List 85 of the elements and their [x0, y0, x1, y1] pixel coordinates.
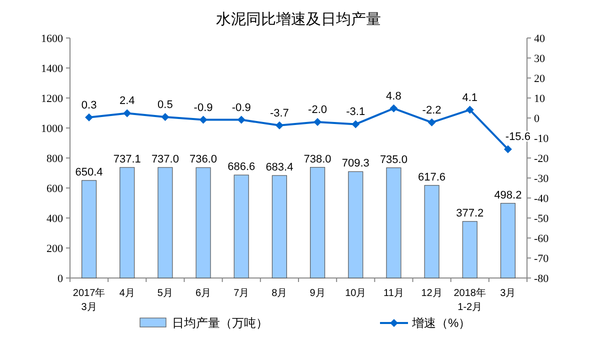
- y2-tick-label: 40: [534, 33, 546, 45]
- x-tick-label: 3月: [500, 288, 516, 299]
- x-tick-label: 2018年 1-2月: [454, 287, 486, 313]
- x-tick-label: 12月: [421, 288, 442, 299]
- point: [428, 118, 436, 126]
- data-label: 736.0: [190, 154, 218, 166]
- y-tick-label: 800: [46, 153, 64, 165]
- data-label: 377.2: [456, 207, 484, 220]
- data-label: 617.6: [418, 171, 446, 184]
- point: [85, 113, 94, 122]
- data-label: 738.0: [304, 153, 332, 166]
- y2-tick-label: 30: [534, 53, 546, 65]
- y-tick-label: 600: [46, 183, 64, 195]
- data-label: -0.9: [194, 102, 213, 114]
- y2-tick-label: -20: [534, 153, 550, 165]
- x-tick-label: 10月: [345, 288, 366, 299]
- data-label: -2.0: [308, 104, 328, 116]
- y2-tick-label: -10: [534, 133, 550, 145]
- y-tick-label: 1000: [41, 123, 64, 135]
- y2-tick-label: -60: [534, 233, 550, 245]
- bar: [462, 221, 478, 278]
- data-label: -3.1: [346, 106, 366, 118]
- bar: [310, 167, 326, 278]
- y-tick-label: 1400: [41, 63, 64, 75]
- data-label: -0.9: [232, 102, 251, 114]
- data-label: 0.3: [81, 99, 97, 112]
- point: [390, 104, 398, 112]
- y2-tick-label: 0: [534, 113, 540, 125]
- legend-label: 增速（%）: [411, 316, 471, 330]
- data-label: 4.8: [386, 90, 402, 102]
- x-tick-label: 9月: [310, 288, 326, 299]
- data-label: -2.2: [422, 104, 442, 116]
- data-label: 686.6: [228, 161, 256, 174]
- point: [123, 109, 132, 118]
- y2-tick-label: 20: [534, 73, 546, 85]
- y-tick-label: 400: [46, 213, 64, 225]
- data-label: 4.1: [462, 92, 478, 104]
- y2-tick-label: -70: [534, 253, 550, 265]
- x-tick-label: 11月: [384, 288, 404, 299]
- bar: [348, 171, 364, 278]
- point: [466, 106, 474, 114]
- y2-tick-label: -50: [534, 213, 550, 225]
- data-label: 737.1: [113, 153, 141, 166]
- data-label: 737.0: [151, 153, 179, 166]
- data-label: 683.4: [266, 161, 294, 174]
- y2-tick-label: -40: [534, 193, 550, 205]
- bar: [158, 167, 173, 278]
- y2-tick-label: -80: [534, 273, 550, 285]
- x-tick-label: 5月: [157, 288, 173, 299]
- legend-label: 日均产量（万吨）: [172, 316, 268, 330]
- bar: [386, 167, 402, 278]
- point: [352, 120, 360, 128]
- data-label: -15.6: [505, 131, 530, 144]
- point: [161, 113, 170, 121]
- bar: [196, 167, 211, 278]
- data-label: 650.4: [75, 166, 103, 178]
- y2-tick-label: 10: [534, 93, 546, 105]
- y-tick-label: 1200: [41, 93, 64, 105]
- point: [237, 116, 246, 124]
- bar: [272, 175, 287, 278]
- point: [199, 116, 208, 124]
- bar: [82, 180, 97, 278]
- point: [314, 118, 322, 126]
- data-label: 498.2: [494, 189, 522, 202]
- y-tick-label: 1600: [41, 33, 64, 45]
- y-tick-label: 0: [58, 273, 64, 285]
- x-tick-label: 4月: [119, 288, 135, 299]
- x-tick-label: 7月: [234, 288, 250, 299]
- bar: [424, 185, 440, 278]
- data-label: -3.7: [270, 107, 289, 120]
- x-tick-label: 2017年 3月: [72, 287, 106, 313]
- bar: [234, 174, 249, 278]
- x-tick-label: 6月: [196, 288, 212, 299]
- chart-title: 水泥同比增速及日均产量: [216, 11, 381, 28]
- y-tick-label: 200: [46, 243, 64, 255]
- point: [504, 145, 512, 154]
- bar: [120, 167, 135, 278]
- y2-tick-label: -30: [534, 173, 550, 185]
- data-label: 2.4: [119, 95, 135, 108]
- data-label: 735.0: [380, 154, 408, 166]
- data-label: 709.3: [342, 158, 370, 170]
- bar: [500, 202, 516, 278]
- x-tick-label: 8月: [272, 288, 288, 299]
- point: [275, 121, 284, 130]
- data-label: 0.5: [158, 99, 173, 111]
